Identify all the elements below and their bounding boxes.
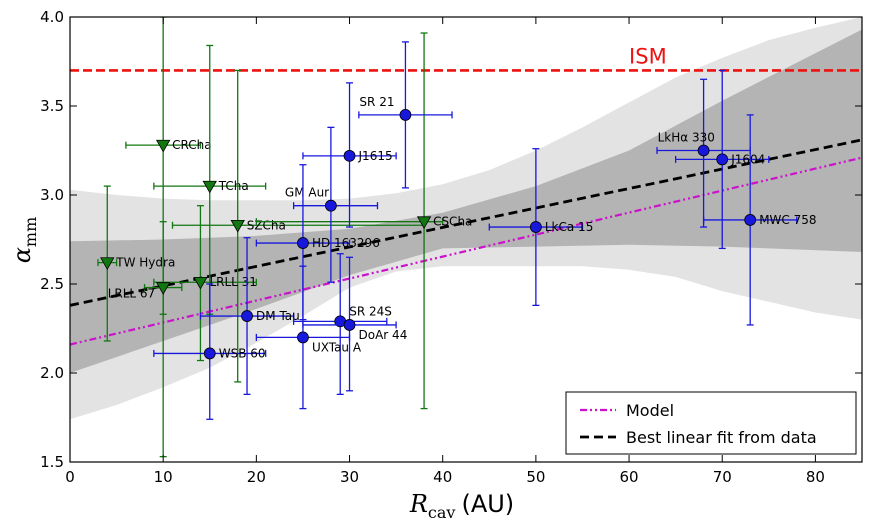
triangle-marker: [100, 257, 115, 270]
plot-frame: [69, 16, 863, 463]
point-label: LkCa 15: [545, 220, 593, 234]
circle-marker: [241, 310, 253, 322]
triangle-marker: [155, 282, 171, 295]
point-label: LRLL 67: [108, 287, 155, 301]
data-point-green: LRLL 31: [153, 205, 258, 362]
x-tick-label: 80: [806, 468, 825, 486]
x-axis-subscript: cav: [428, 503, 456, 522]
data-point-blue: LkHα 330: [656, 78, 751, 228]
point-label: UXTau A: [312, 340, 362, 354]
point-label: WSB 60: [219, 346, 266, 360]
y-axis-symbol: α: [8, 247, 36, 263]
point-label: SR 24S: [349, 304, 392, 318]
x-tick-label: 0: [65, 468, 75, 486]
data-point-green: TCha: [153, 44, 267, 315]
ism-label: ISM: [629, 44, 667, 68]
circle-marker: [343, 149, 356, 162]
y-axis-subscript: mm: [21, 217, 40, 247]
y-tick-label: 3.5: [40, 97, 64, 115]
circle-marker: [744, 214, 757, 226]
data-point-blue: MWC 758: [702, 114, 817, 326]
point-label: GM Aur: [285, 186, 329, 200]
data-point-blue: DM Tau: [199, 237, 300, 396]
x-tick-label: 70: [713, 468, 732, 486]
y-tick-label: 3.0: [40, 186, 64, 204]
model-line: [70, 156, 862, 346]
data-point-blue: WSB 60: [153, 283, 267, 420]
point-label: TW Hydra: [115, 256, 175, 270]
point-label: J1615: [358, 149, 393, 163]
data-point-blue: DoAr 44: [302, 256, 408, 392]
circle-marker: [399, 109, 412, 121]
legend-model-label: Model: [626, 401, 674, 420]
point-label: CRCha: [172, 138, 211, 152]
point-label: CSCha: [433, 215, 472, 229]
circle-marker: [343, 319, 356, 331]
point-label: LRLL 31: [209, 275, 256, 289]
point-label: HD 163296: [312, 236, 380, 250]
circle-marker: [697, 144, 710, 157]
circle-marker: [297, 331, 309, 344]
legend-box: [565, 391, 857, 455]
x-tick-label: 10: [154, 468, 173, 486]
x-axis-label: Rcav (AU): [409, 490, 514, 522]
y-tick-label: 4.0: [40, 8, 64, 26]
legend-fit-label: Best linear fit from data: [626, 428, 817, 447]
point-label: DoAr 44: [359, 328, 408, 342]
data-point-green: TW Hydra: [97, 185, 175, 342]
y-tick-label: 1.5: [40, 453, 64, 471]
circle-marker: [297, 237, 309, 249]
point-label: DM Tau: [256, 309, 300, 323]
data-point-blue: LkCa 15: [488, 148, 593, 307]
data-point-blue: HD 163296: [255, 164, 380, 321]
y-tick-label: 2.0: [40, 364, 64, 382]
circle-marker: [324, 199, 337, 212]
circle-marker: [716, 153, 729, 166]
inner-confidence-band: [70, 29, 862, 373]
x-tick-label: 50: [526, 468, 545, 486]
point-label: SZCha: [247, 218, 286, 232]
x-tick-label: 60: [620, 468, 639, 486]
data-point-blue: J1604: [674, 69, 770, 250]
x-tick-label: 20: [247, 468, 266, 486]
data-point-blue: GM Aur: [285, 126, 379, 283]
triangle-marker: [193, 276, 208, 290]
x-tick-label: 40: [433, 468, 452, 486]
y-axis-label: αmm: [8, 217, 40, 264]
triangle-marker: [155, 139, 171, 153]
point-label: LkHα 330: [658, 131, 715, 145]
data-point-blue: UXTau A: [255, 265, 362, 410]
x-tick-label: 30: [340, 468, 359, 486]
data-point-blue: J1615: [302, 82, 397, 228]
data-point-green: LRLL 67: [108, 221, 183, 315]
circle-marker: [203, 347, 216, 360]
triangle-marker: [202, 180, 217, 194]
x-axis-unit: (AU): [461, 490, 514, 518]
circle-marker: [529, 221, 542, 233]
point-label: SR 21: [359, 95, 394, 109]
triangle-marker: [230, 219, 245, 233]
point-label: J1604: [730, 152, 765, 166]
x-axis-symbol: R: [409, 490, 428, 518]
point-label: TCha: [218, 179, 249, 193]
data-point-blue: SR 21: [358, 41, 453, 189]
point-label: MWC 758: [759, 213, 816, 227]
triangle-marker: [416, 216, 432, 230]
y-tick-label: 2.5: [40, 275, 64, 293]
data-point-blue: SR 24S: [292, 253, 392, 396]
data-point-green: CSCha: [255, 32, 472, 410]
